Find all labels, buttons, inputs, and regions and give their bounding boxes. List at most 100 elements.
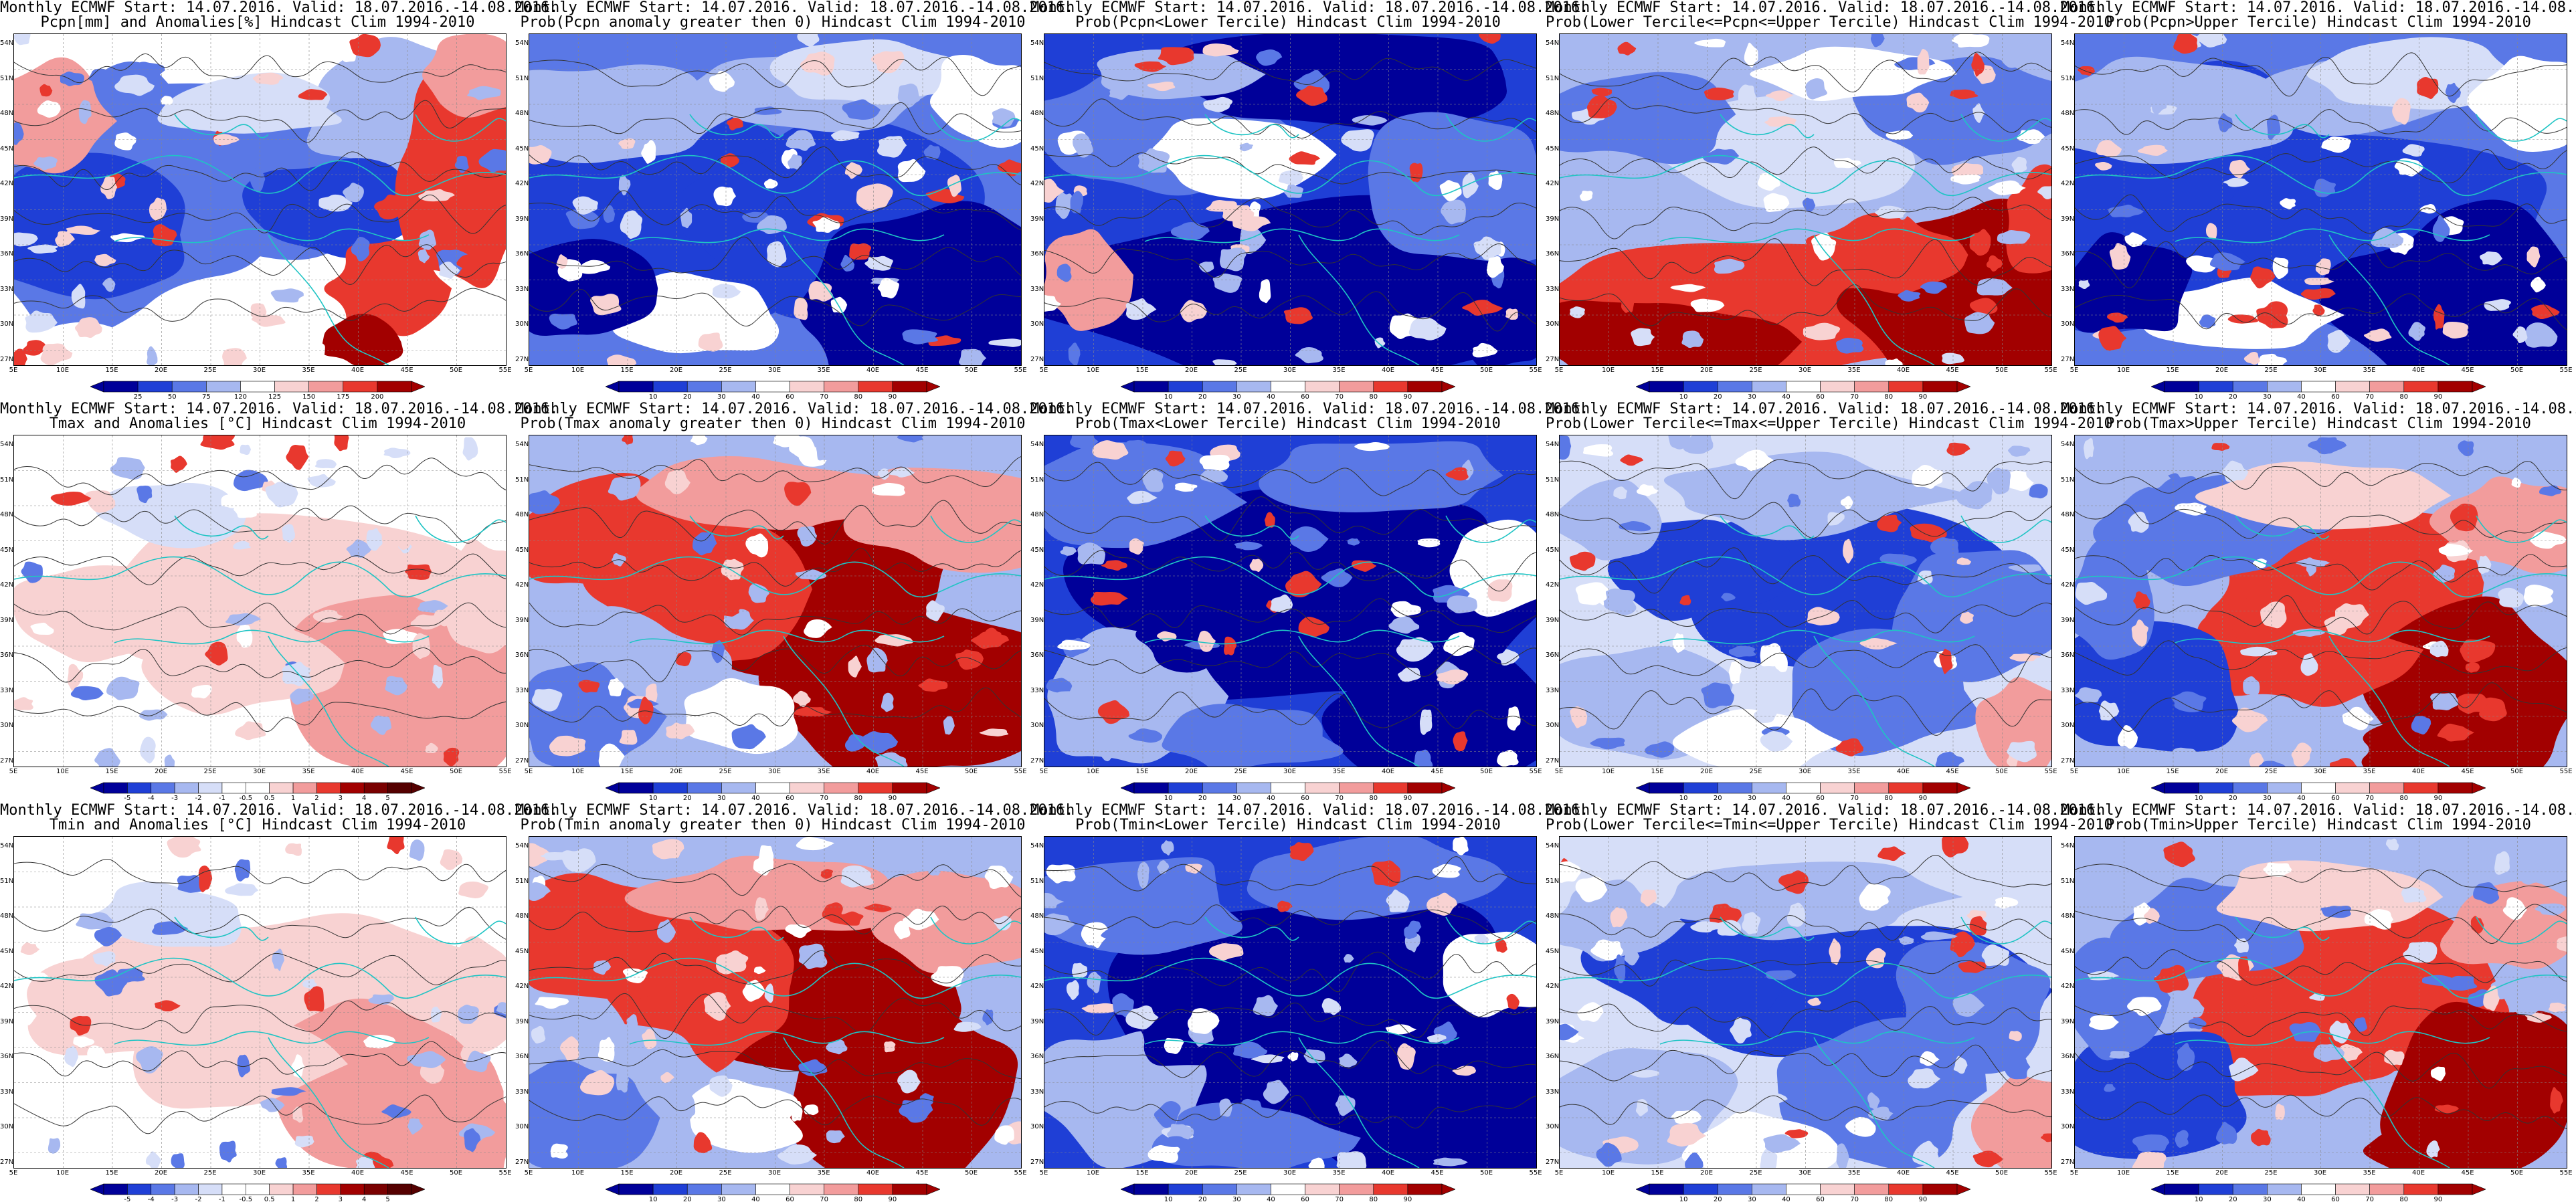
gridlines bbox=[2075, 34, 2567, 365]
latitude-label: 27N bbox=[2061, 1158, 2075, 1166]
speckle bbox=[14, 232, 38, 247]
speckle bbox=[638, 696, 654, 724]
speckle bbox=[2222, 460, 2249, 482]
colorbar-segment bbox=[387, 1183, 412, 1195]
panel-title-line1: Monthly ECMWF Start: 14.07.2016. Valid: … bbox=[1030, 0, 1589, 16]
speckle bbox=[622, 968, 648, 984]
shaded-area bbox=[2467, 56, 2567, 152]
speckle bbox=[397, 535, 411, 550]
speckle bbox=[1125, 439, 1149, 455]
speckle bbox=[2095, 162, 2112, 171]
longitude-label: 25E bbox=[2264, 768, 2278, 775]
speckle bbox=[1338, 1054, 1358, 1068]
longitude-label: 25E bbox=[203, 367, 217, 374]
longitude-label: 15E bbox=[105, 1169, 118, 1177]
speckle bbox=[2150, 89, 2167, 115]
coastlines bbox=[529, 515, 1021, 767]
speckle bbox=[2108, 204, 2144, 217]
speckle bbox=[132, 62, 165, 80]
speckle bbox=[1209, 943, 1244, 961]
colorbar-segment bbox=[824, 782, 859, 794]
speckle bbox=[1877, 514, 1902, 532]
latitude-label: 36N bbox=[515, 651, 529, 659]
speckle bbox=[1099, 747, 1115, 762]
speckle bbox=[1617, 41, 1637, 56]
colorbar-segment bbox=[721, 1183, 756, 1195]
shaded-field bbox=[2075, 437, 2567, 767]
gridlines bbox=[1560, 34, 2051, 365]
colorbar-segment bbox=[246, 782, 270, 794]
speckle bbox=[2197, 34, 2227, 47]
latitude-label: 36N bbox=[1546, 250, 1560, 258]
latitude-label: 54N bbox=[515, 842, 529, 849]
colorbar-label: 20 bbox=[1713, 795, 1722, 802]
speckle bbox=[240, 81, 252, 104]
colorbar-label: 150 bbox=[302, 393, 316, 401]
speckle bbox=[866, 647, 888, 673]
colorbar-segment bbox=[2369, 381, 2405, 393]
longitude-label: 25E bbox=[1234, 1169, 1247, 1177]
speckle bbox=[2171, 691, 2207, 712]
latitude-label: 36N bbox=[1030, 1053, 1044, 1060]
speckle bbox=[2550, 1087, 2563, 1114]
colorbar-label: 20 bbox=[1198, 393, 1207, 401]
latitude-label: 27N bbox=[2061, 757, 2075, 765]
speckle bbox=[213, 134, 240, 146]
colorbar-segment bbox=[1752, 782, 1786, 794]
shaded-area bbox=[1607, 519, 1791, 621]
longitude-label: 55E bbox=[1014, 367, 1027, 374]
colorbar-label: 60 bbox=[2331, 393, 2340, 401]
latitude-label: 39N bbox=[515, 1017, 529, 1025]
speckle bbox=[767, 241, 787, 268]
longitude-label: 15E bbox=[2166, 768, 2179, 775]
colorbar bbox=[2151, 1183, 2486, 1195]
speckle bbox=[531, 1025, 546, 1044]
colorbar-label: 60 bbox=[786, 795, 794, 802]
speckle bbox=[462, 437, 478, 461]
longitude-label: 35E bbox=[2363, 768, 2376, 775]
speckle bbox=[1694, 38, 1726, 47]
latitude-label: 36N bbox=[1546, 651, 1560, 659]
colorbar-label: 40 bbox=[1782, 393, 1790, 401]
speckle bbox=[2433, 304, 2445, 330]
latitude-label: 39N bbox=[515, 616, 529, 624]
speckle bbox=[233, 470, 268, 492]
latitude-label: 42N bbox=[515, 983, 529, 990]
map-svg bbox=[1560, 34, 2051, 365]
speckle bbox=[478, 148, 506, 173]
speckle bbox=[1591, 88, 1613, 97]
speckle bbox=[1441, 199, 1466, 225]
speckle bbox=[346, 539, 372, 559]
latitude-label: 36N bbox=[2061, 651, 2075, 659]
speckle bbox=[1125, 1005, 1159, 1029]
speckle bbox=[387, 837, 405, 855]
colorbar-segment bbox=[686, 782, 722, 794]
speckle bbox=[1433, 1021, 1457, 1045]
speckle bbox=[100, 175, 118, 199]
longitude-label: 50E bbox=[1479, 367, 1493, 374]
speckle bbox=[572, 196, 598, 215]
speckle bbox=[418, 249, 430, 264]
longitude-label: 55E bbox=[2559, 1169, 2573, 1177]
longitude-label: 45E bbox=[2461, 367, 2474, 374]
colorbar-segment bbox=[206, 381, 241, 393]
speckle bbox=[2223, 177, 2249, 187]
speckle bbox=[1081, 922, 1109, 948]
panel-title-line2: Prob(Pcpn anomaly greater then 0) Hindca… bbox=[520, 14, 1026, 31]
colorbar-segment bbox=[618, 782, 654, 794]
latitude-label: 45N bbox=[515, 144, 529, 153]
colorbar-segment bbox=[858, 782, 893, 794]
longitude-label: 55E bbox=[2044, 1169, 2057, 1177]
speckle bbox=[1154, 1101, 1181, 1128]
coastlines bbox=[14, 916, 506, 1168]
colorbar-segment bbox=[1305, 381, 1340, 393]
longitude-label: 15E bbox=[620, 1169, 634, 1177]
speckle bbox=[897, 1070, 921, 1094]
speckle bbox=[540, 852, 576, 861]
speckle bbox=[2401, 1008, 2412, 1023]
speckle bbox=[1263, 1080, 1289, 1104]
longitude-label: 40E bbox=[351, 1169, 365, 1177]
panel-title-line2: Prob(Tmin>Upper Tercile) Hindcast Clim 1… bbox=[2106, 817, 2531, 833]
speckle bbox=[1232, 1041, 1268, 1059]
speckle bbox=[1805, 78, 1827, 100]
